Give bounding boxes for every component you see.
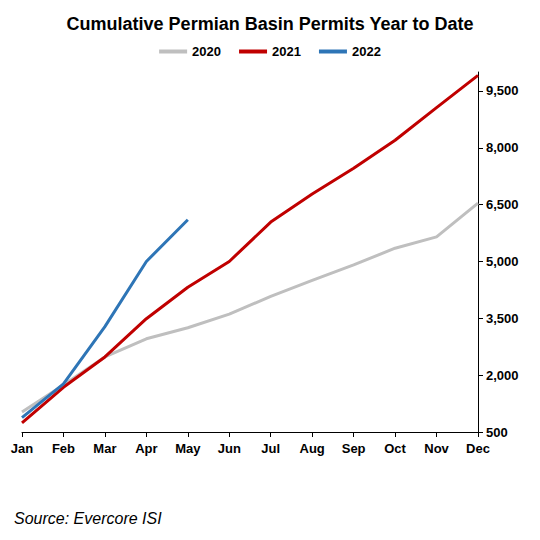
svg-text:9,500: 9,500 bbox=[486, 83, 519, 98]
svg-text:Cumulative Permian Basin Permi: Cumulative Permian Basin Permits Year to… bbox=[67, 14, 474, 34]
svg-text:Jan: Jan bbox=[11, 441, 33, 456]
svg-text:Nov: Nov bbox=[424, 441, 449, 456]
svg-text:Aug: Aug bbox=[300, 441, 325, 456]
svg-text:2020: 2020 bbox=[192, 44, 221, 59]
svg-text:Oct: Oct bbox=[384, 441, 406, 456]
svg-text:2,000: 2,000 bbox=[486, 368, 519, 383]
svg-text:3,500: 3,500 bbox=[486, 311, 519, 326]
svg-text:Feb: Feb bbox=[52, 441, 75, 456]
svg-text:Source: Evercore ISI: Source: Evercore ISI bbox=[14, 510, 162, 527]
svg-text:2022: 2022 bbox=[352, 44, 381, 59]
svg-text:Apr: Apr bbox=[135, 441, 157, 456]
svg-text:May: May bbox=[175, 441, 201, 456]
svg-text:Jul: Jul bbox=[261, 441, 280, 456]
svg-text:Jun: Jun bbox=[218, 441, 241, 456]
svg-text:Dec: Dec bbox=[466, 441, 490, 456]
svg-text:Mar: Mar bbox=[93, 441, 116, 456]
svg-text:500: 500 bbox=[486, 425, 508, 440]
svg-text:Sep: Sep bbox=[342, 441, 366, 456]
svg-text:5,000: 5,000 bbox=[486, 254, 519, 269]
svg-text:6,500: 6,500 bbox=[486, 197, 519, 212]
svg-text:8,000: 8,000 bbox=[486, 140, 519, 155]
svg-text:2021: 2021 bbox=[272, 44, 301, 59]
